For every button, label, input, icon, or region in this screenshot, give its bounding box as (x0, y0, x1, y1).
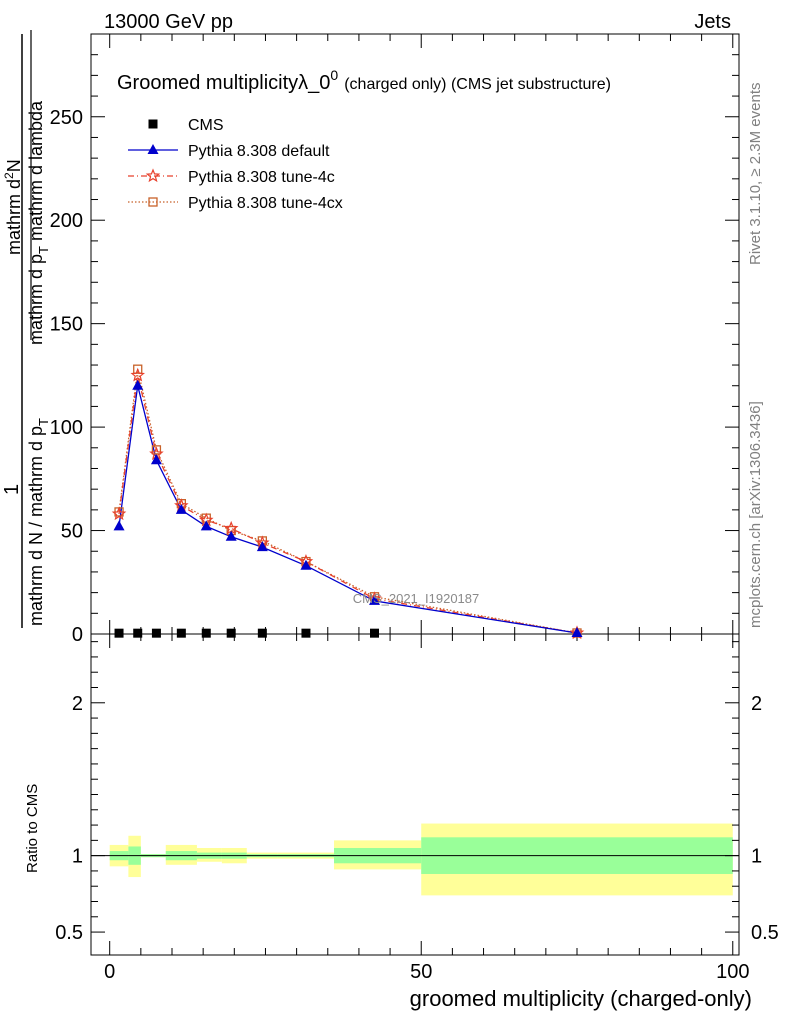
legend: CMS Pythia 8.308 default Pythia 8.308 tune… (128, 117, 343, 212)
series-point (571, 626, 583, 637)
legend-label: Pythia 8.308 default (188, 143, 330, 160)
series-point (200, 520, 212, 531)
plot-title: Groomed multiplicityλ_00 (charged only) (… (117, 67, 611, 94)
y-tick-label: 100 (50, 417, 83, 439)
cms-data-point (201, 628, 211, 638)
series-line (118, 375, 578, 634)
series-point (225, 530, 237, 541)
legend-item: Pythia 8.308 tune-4c (128, 168, 335, 186)
series-point (132, 379, 144, 390)
rivet-version-label: Rivet 3.1.10, ≥ 2.3M events (747, 83, 764, 266)
series-line (118, 369, 578, 634)
series-point (369, 594, 380, 605)
ylabel-one: 1 (1, 484, 23, 495)
legend-marker (148, 119, 158, 129)
legend-item: Pythia 8.308 default (128, 143, 330, 160)
ratio-y-tick-label-right: 2 (751, 693, 762, 715)
ratio-y-tick-label: 0.5 (55, 922, 83, 944)
legend-item: Pythia 8.308 tune-4cx (128, 195, 343, 212)
legend-label: Pythia 8.308 tune-4c (188, 169, 335, 186)
legend-marker (145, 168, 161, 183)
legend-label: Pythia 8.308 tune-4cx (188, 195, 343, 212)
header-process: 13000 GeV pp (104, 11, 233, 33)
series-point (111, 506, 127, 521)
ratio-band-group (109, 823, 733, 896)
cms-data-point (257, 628, 267, 638)
title-main: Groomed multiplicity (117, 72, 298, 94)
cms-data-point (114, 628, 124, 638)
series-lines (118, 369, 578, 634)
cms-data-point (370, 628, 379, 638)
ratio-y-axis-label: Ratio to CMS (24, 784, 41, 873)
header-jets: Jets (694, 11, 731, 33)
ratio-y-tick-label-right: 1 (751, 846, 762, 868)
main-y-axis-label: 1 mathrm d N / mathrm d pT mathrm d pT m… (1, 30, 51, 628)
series-line (118, 385, 578, 634)
y-tick-label: 200 (50, 210, 83, 232)
ratio-y-tick-label: 1 (72, 846, 83, 868)
series-point (130, 367, 146, 382)
cms-data-point (301, 628, 311, 638)
y-tick-label: 250 (50, 107, 83, 129)
cms-data-point (151, 628, 161, 638)
cms-data-point (176, 628, 186, 638)
y-tick-label: 150 (50, 314, 83, 336)
ylabel-numerator: mathrm d pT mathrm d lambda (26, 100, 51, 345)
title-sup: 0 (330, 67, 338, 83)
series-point (113, 520, 125, 531)
series-point (151, 445, 162, 455)
x-axis-label: groomed multiplicity (charged-only) (410, 986, 752, 1011)
x-tick-label: 100 (716, 961, 749, 983)
y-tick-label: 50 (61, 521, 83, 543)
cms-data-point (226, 628, 236, 638)
legend-item: CMS (148, 117, 224, 134)
x-tick-label: 0 (104, 961, 115, 983)
mcplots-label: mcplots.cern.ch [arXiv:1306.3436] (747, 401, 764, 628)
series-point (300, 559, 312, 570)
x-tick-label: 50 (410, 961, 432, 983)
legend-marker (147, 144, 159, 154)
ratio-y-tick-label-right: 0.5 (751, 922, 779, 944)
ylabel-numerator-top: mathrm d2N (2, 159, 24, 255)
legend-marker (148, 197, 158, 207)
legend-label: CMS (188, 117, 224, 134)
watermark: CMS_2021_I1920187 (353, 591, 480, 606)
series-markers (111, 364, 585, 640)
series-point (133, 364, 143, 374)
ratio-panel-frame (90, 633, 740, 956)
y-tick-label: 0 (72, 624, 83, 646)
series-point (256, 541, 268, 552)
title-suffix: (charged only) (CMS jet substructure) (344, 76, 611, 93)
cms-data-point (133, 628, 143, 638)
ratio-y-tick-label: 2 (72, 693, 83, 715)
title-lambda: λ_0 (298, 72, 330, 94)
series-point (150, 454, 162, 465)
ylabel-denominator: mathrm d N / mathrm d pT (26, 418, 51, 626)
series-point (175, 503, 187, 514)
